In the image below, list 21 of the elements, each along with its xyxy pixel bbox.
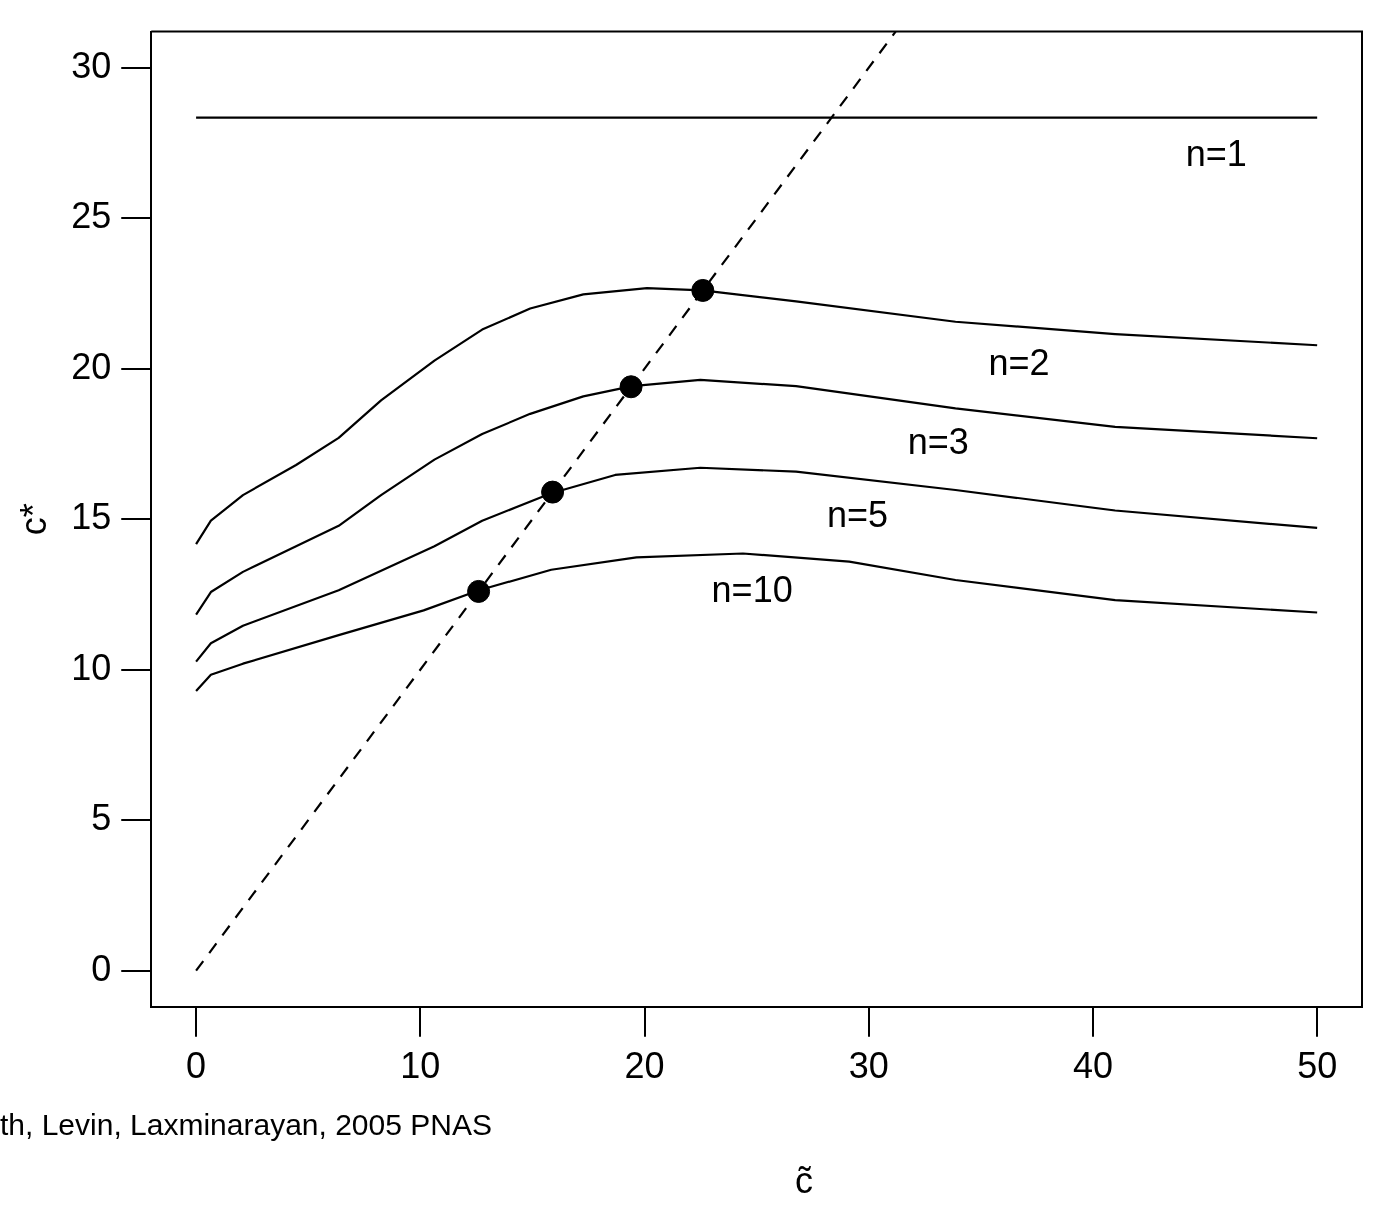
text: th, Levin, Laxminarayan, 2005 PNAS — [0, 1108, 492, 1142]
y-tick-label: 25 — [71, 195, 112, 237]
series-label: n=3 — [907, 420, 969, 462]
series-label: n=10 — [711, 569, 793, 611]
series-label: n=2 — [988, 341, 1050, 383]
y-tick-label: 20 — [71, 345, 112, 387]
y-tick-label: 5 — [91, 797, 112, 839]
x-tick-label: 50 — [1297, 1045, 1338, 1087]
x-tick-label: 10 — [400, 1045, 441, 1087]
x-tick-label: 0 — [186, 1045, 207, 1087]
series-label: n=5 — [826, 493, 889, 535]
y-tick-label: 15 — [71, 496, 112, 538]
x-axis-title: c̃ — [795, 1160, 813, 1202]
series-label: n=1 — [1185, 132, 1247, 174]
x-tick-label: 20 — [624, 1045, 665, 1087]
y-tick-label: 30 — [71, 44, 112, 86]
y-axis-title: c* — [12, 503, 54, 536]
y-tick-label: 0 — [91, 947, 112, 989]
y-tick-label: 10 — [71, 646, 112, 688]
x-tick-label: 30 — [848, 1045, 889, 1087]
x-tick-label: 40 — [1072, 1045, 1113, 1087]
